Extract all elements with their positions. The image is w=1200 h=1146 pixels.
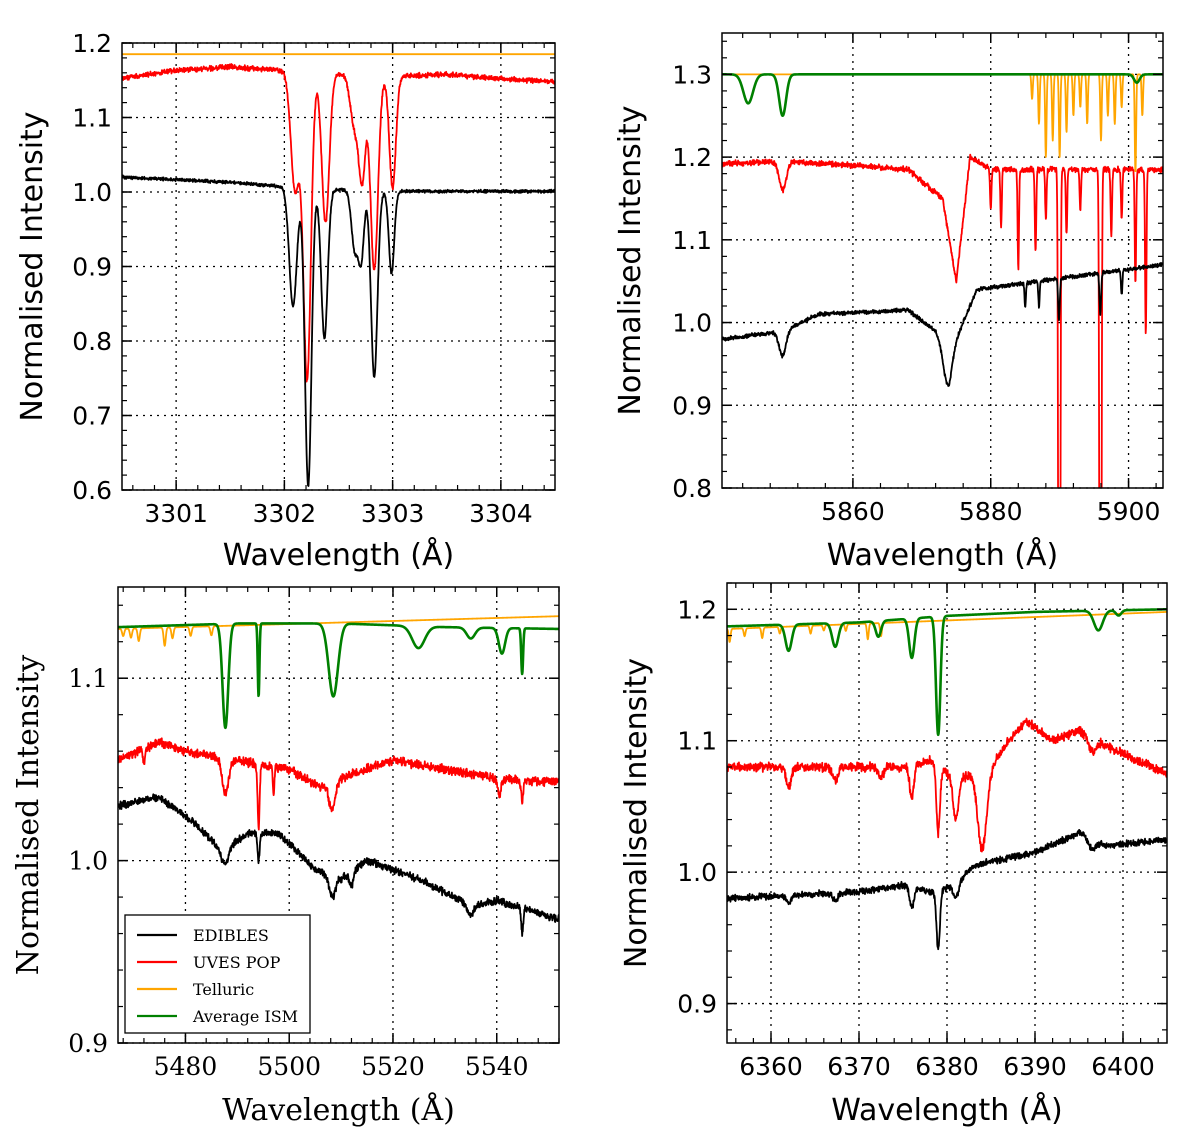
grid-lines <box>727 583 1167 1043</box>
series-line-uves-pop <box>118 737 559 831</box>
y-tick-label: 1.1 <box>672 226 712 255</box>
plot-frame <box>726 582 1168 1044</box>
series-group <box>122 53 555 487</box>
x-tick-label: 3301 <box>144 499 208 528</box>
x-tick-label: 6400 <box>1091 1052 1155 1081</box>
y-tick-label: 1.2 <box>677 595 717 624</box>
x-tick-label: 5480 <box>154 1052 218 1081</box>
series-line-average-ism <box>722 73 1163 117</box>
y-tick-label: 1.0 <box>72 178 112 207</box>
y-tick-label: 1.1 <box>68 664 108 693</box>
series-line-uves-pop <box>722 153 1163 488</box>
series-group <box>118 615 559 937</box>
panel-4: 6360 6370 6380 6390 6400 0.9 1.0 1.1 1.2 Waveleng… <box>619 582 1168 1128</box>
plot-frame <box>117 586 560 1044</box>
y-axis-label: Normalised Intensity <box>613 105 648 415</box>
legend-label-telluric: Telluric <box>193 980 254 999</box>
series-line-telluric <box>727 611 1167 643</box>
panel-1: 3301 3302 3303 3304 0.6 0.7 0.8 0.9 1.0 1.1 1.2 Wav… <box>15 29 556 573</box>
y-tick-label: 1.2 <box>72 29 112 58</box>
x-tick-label: 6390 <box>1003 1052 1067 1081</box>
legend-label-uves-pop: UVES POP <box>193 953 281 972</box>
grid-lines <box>122 42 555 491</box>
legend-label-edibles: EDIBLES <box>193 926 269 945</box>
y-tick-label: 0.9 <box>72 253 112 282</box>
x-tick-label: 6370 <box>827 1052 891 1081</box>
x-axis-label: Wavelength (Å) <box>222 1092 455 1128</box>
x-tick-label: 5540 <box>465 1052 529 1081</box>
x-tick-label: 6380 <box>915 1052 979 1081</box>
y-tick-label: 1.1 <box>72 104 112 133</box>
y-tick-label: 0.8 <box>72 327 112 356</box>
x-tick-label: 3302 <box>253 499 317 528</box>
y-axis-label: Normalised Intensity <box>619 658 654 968</box>
x-tick-label: 5500 <box>257 1052 321 1081</box>
series-line-edibles <box>722 262 1163 387</box>
plot-frame <box>721 32 1164 489</box>
x-tick-label: 5900 <box>1097 497 1161 526</box>
x-axis-label: Wavelength (Å) <box>223 537 454 573</box>
series-line-edibles <box>122 174 555 487</box>
x-tick-label: 6360 <box>739 1052 803 1081</box>
series-group <box>727 607 1167 951</box>
series-line-telluric <box>118 615 559 647</box>
x-tick-label: 5880 <box>959 497 1023 526</box>
y-tick-label: 1.2 <box>672 143 712 172</box>
series-group <box>722 73 1163 488</box>
y-tick-label: 1.0 <box>677 858 717 887</box>
y-tick-label: 0.9 <box>677 990 717 1019</box>
series-line-average-ism <box>118 622 559 730</box>
y-axis-label: Normalised Intensity <box>11 655 46 975</box>
series-line-edibles <box>727 829 1167 951</box>
x-tick-label: 5860 <box>821 497 885 526</box>
series-line-uves-pop <box>727 717 1167 853</box>
y-tick-label: 0.9 <box>672 391 712 420</box>
x-tick-label: 3303 <box>361 499 425 528</box>
series-line-edibles <box>118 793 559 937</box>
y-tick-label: 1.1 <box>677 727 717 756</box>
x-tick-label: 3304 <box>469 499 533 528</box>
x-axis-label: Wavelength (Å) <box>831 1092 1062 1128</box>
y-axis-label: Normalised Intensity <box>15 111 50 421</box>
x-axis-label: Wavelength (Å) <box>827 537 1058 573</box>
panel-3: 5480 5500 5520 5540 0.9 1.0 1.1 Wavelength (Å) N… <box>11 586 560 1128</box>
y-tick-label: 0.8 <box>672 474 712 503</box>
y-tick-label: 0.9 <box>68 1029 108 1058</box>
grid-lines <box>722 33 1163 489</box>
legend: EDIBLES UVES POP Telluric Average ISM <box>124 914 311 1034</box>
x-tick-label: 5520 <box>361 1052 425 1081</box>
y-tick-label: 1.3 <box>672 60 712 89</box>
y-tick-label: 0.6 <box>72 476 112 505</box>
y-tick-label: 1.0 <box>68 847 108 876</box>
legend-label-average-ism: Average ISM <box>192 1007 298 1026</box>
series-line-uves-pop <box>122 63 555 383</box>
y-tick-label: 0.7 <box>72 402 112 431</box>
panel-2: 5860 5880 5900 0.8 0.9 1.0 1.1 1.2 1.3 Wavelength… <box>613 32 1164 573</box>
series-line-average-ism <box>727 607 1167 737</box>
y-tick-label: 1.0 <box>672 309 712 338</box>
